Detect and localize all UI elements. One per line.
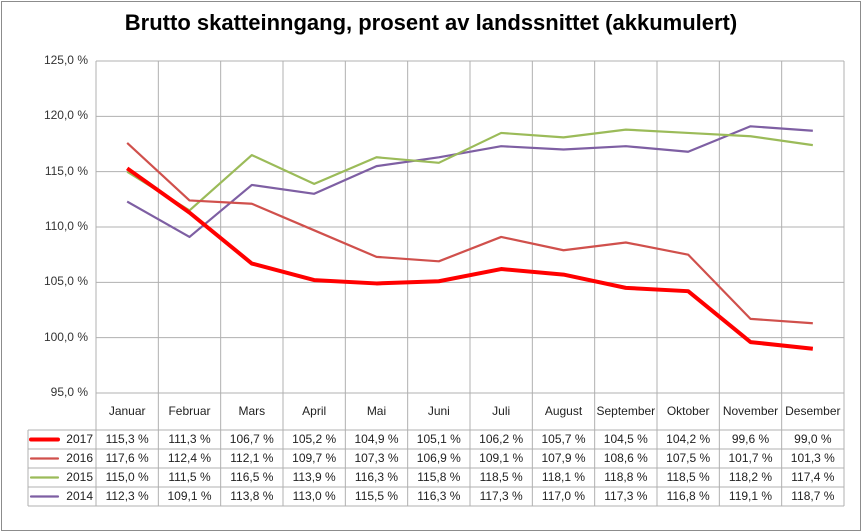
data-value: 107,3 %	[354, 451, 399, 465]
data-value: 119,1 %	[728, 489, 773, 503]
legend-label: 2017	[66, 432, 93, 446]
category-label: Oktober	[666, 404, 710, 418]
category-label: Mars	[238, 404, 266, 418]
data-value: 101,7 %	[728, 451, 773, 465]
data-value: 117,3 %	[604, 489, 648, 503]
data-value: 117,6 %	[105, 451, 149, 465]
data-value: 112,3 %	[105, 489, 149, 503]
category-label: November	[722, 404, 779, 418]
data-value: 112,1 %	[230, 451, 274, 465]
data-value: 116,5 %	[230, 470, 274, 484]
data-value: 118,8 %	[604, 470, 648, 484]
data-value: 117,4 %	[791, 470, 835, 484]
data-value: 116,3 %	[417, 489, 461, 503]
data-value: 118,5 %	[479, 470, 523, 484]
data-value: 107,5 %	[666, 451, 711, 465]
data-value: 105,7 %	[541, 432, 586, 446]
series-line-2016	[126, 142, 813, 325]
data-value: 109,1 %	[479, 451, 524, 465]
data-value: 116,3 %	[354, 470, 399, 484]
y-tick-label: 125,0 %	[43, 53, 88, 67]
category-label: September	[596, 404, 656, 418]
data-value: 105,2 %	[292, 432, 337, 446]
category-label: Desember	[785, 404, 841, 418]
data-value: 109,1 %	[167, 489, 212, 503]
y-tick-label: 95,0 %	[50, 385, 88, 399]
data-value: 109,7 %	[292, 451, 337, 465]
data-value: 113,9 %	[292, 470, 336, 484]
series-line-2017	[126, 166, 814, 351]
data-value: 118,5 %	[666, 470, 710, 484]
data-value: 101,3 %	[790, 451, 835, 465]
series-line-2015	[126, 128, 813, 212]
data-value: 118,2 %	[728, 470, 773, 484]
data-value: 115,3 %	[105, 432, 149, 446]
data-value: 117,0 %	[541, 489, 586, 503]
data-value: 113,0 %	[292, 489, 336, 503]
data-value: 115,8 %	[417, 470, 461, 484]
data-value: 99,0 %	[794, 432, 832, 446]
chart-title: Brutto skatteinngang, prosent av landssn…	[124, 10, 738, 35]
y-tick-label: 105,0 %	[43, 274, 88, 289]
data-value: 106,7 %	[229, 432, 274, 446]
data-value: 113,8 %	[230, 489, 274, 503]
category-label: Juli	[492, 404, 511, 418]
y-tick-label: 110,0 %	[44, 219, 88, 233]
y-tick-label: 115,0 %	[44, 163, 88, 178]
data-value: 105,1 %	[416, 432, 461, 446]
series-line-2014	[126, 125, 813, 239]
data-value: 115,5 %	[354, 489, 399, 503]
data-value: 106,9 %	[416, 451, 461, 465]
data-value: 116,8 %	[666, 489, 710, 503]
data-value: 99,6 %	[731, 432, 770, 446]
legend-label: 2015	[66, 470, 93, 484]
category-label: August	[544, 404, 583, 418]
category-label: Mai	[366, 404, 387, 418]
y-tick-label: 120,0 %	[43, 108, 88, 123]
data-value: 104,5 %	[603, 432, 648, 446]
data-value: 115,0 %	[105, 470, 149, 484]
data-value: 107,9 %	[541, 451, 586, 465]
legend-label: 2016	[66, 451, 93, 465]
category-label: Februar	[168, 404, 211, 418]
category-label: April	[302, 404, 327, 418]
data-value: 108,6 %	[603, 451, 648, 465]
data-value: 104,9 %	[354, 432, 399, 446]
category-label: Juni	[427, 404, 450, 418]
category-label: Januar	[108, 404, 146, 418]
y-tick-label: 100,0 %	[43, 329, 88, 344]
data-value: 118,7 %	[791, 489, 835, 503]
data-value: 118,1 %	[541, 470, 586, 484]
data-value: 106,2 %	[479, 432, 524, 446]
data-value: 111,3 %	[168, 432, 211, 446]
data-value: 104,2 %	[666, 432, 711, 446]
data-value: 117,3 %	[479, 489, 523, 503]
data-value: 112,4 %	[167, 451, 212, 465]
data-value: 111,5 %	[168, 470, 211, 484]
legend-label: 2014	[66, 489, 93, 503]
